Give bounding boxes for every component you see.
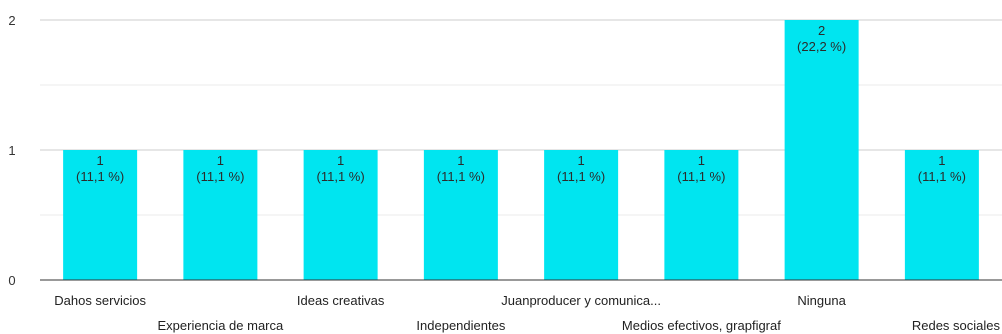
bars <box>63 20 979 280</box>
bar-percent-label: (11,1 %) <box>557 169 605 184</box>
y-axis-ticks: 0 1 2 <box>8 13 15 288</box>
bar-percent-label: (11,1 %) <box>437 169 485 184</box>
bar-percent-label: (11,1 %) <box>76 169 124 184</box>
y-tick-label: 0 <box>8 273 15 288</box>
bar <box>664 150 739 280</box>
bar <box>904 150 979 280</box>
x-tick-label: Redes sociales <box>912 318 1001 333</box>
x-tick-label: Juanproducer y comunica... <box>501 293 661 308</box>
bar <box>63 150 138 280</box>
bar-value-label: 1 <box>457 153 464 168</box>
bar <box>423 150 498 280</box>
bar <box>183 150 258 280</box>
bar-percent-label: (11,1 %) <box>317 169 365 184</box>
bar-percent-label: (11,1 %) <box>196 169 244 184</box>
bar-percent-label: (22,2 %) <box>797 39 846 54</box>
data-labels: 1(11,1 %)1(11,1 %)1(11,1 %)1(11,1 %)1(11… <box>76 23 966 184</box>
bar <box>784 20 859 280</box>
bar-value-label: 1 <box>938 153 945 168</box>
x-tick-label: Dahos servicios <box>54 293 146 308</box>
x-tick-label: Medios efectivos, grapfigraf <box>622 318 781 333</box>
bar-value-label: 1 <box>578 153 585 168</box>
bar <box>544 150 619 280</box>
bar-percent-label: (11,1 %) <box>677 169 725 184</box>
bar-value-label: 1 <box>698 153 705 168</box>
bar-value-label: 1 <box>337 153 344 168</box>
x-tick-label: Ideas creativas <box>297 293 385 308</box>
bar-value-label: 1 <box>97 153 104 168</box>
x-axis-ticks: Dahos servicios Experiencia de marca Ideas… <box>54 293 1000 333</box>
bar-value-label: 2 <box>818 23 825 38</box>
x-tick-label: Experiencia de marca <box>158 318 284 333</box>
y-tick-label: 1 <box>8 143 15 158</box>
bar <box>303 150 378 280</box>
y-tick-label: 2 <box>8 13 15 28</box>
x-tick-label: Independientes <box>416 318 505 333</box>
bar-percent-label: (11,1 %) <box>918 169 966 184</box>
x-tick-label: Ninguna <box>797 293 846 308</box>
bar-value-label: 1 <box>217 153 224 168</box>
